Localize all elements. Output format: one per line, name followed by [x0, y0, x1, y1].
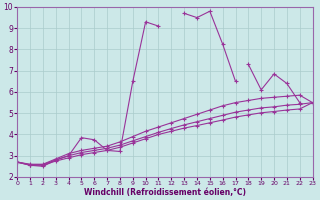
X-axis label: Windchill (Refroidissement éolien,°C): Windchill (Refroidissement éolien,°C) [84, 188, 246, 197]
